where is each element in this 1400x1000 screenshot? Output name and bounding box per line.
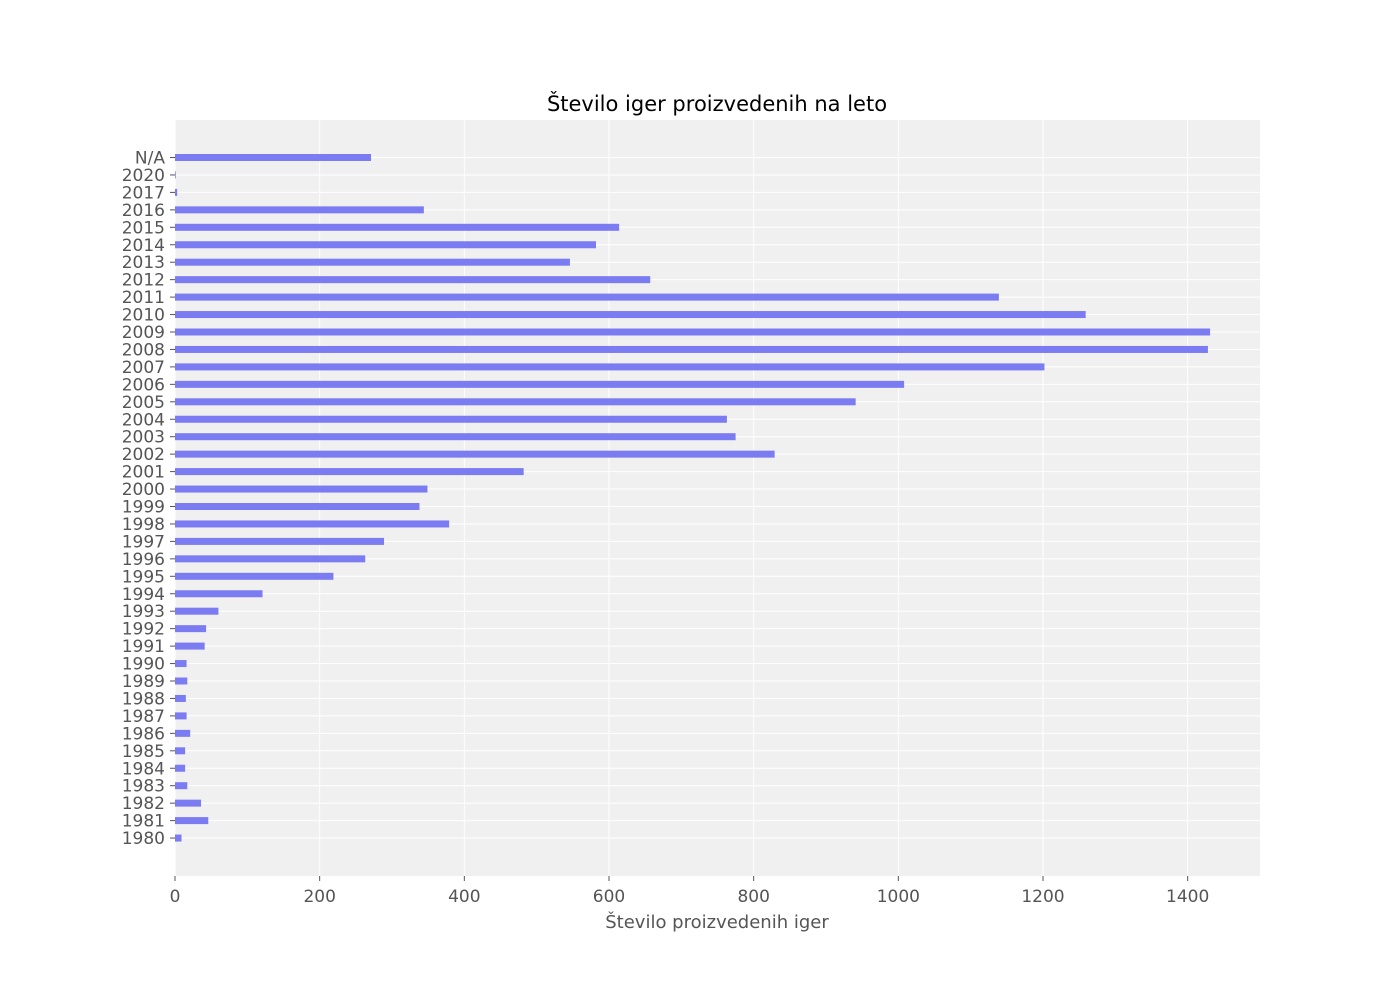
bar-1983 (175, 782, 188, 790)
bar-2015 (175, 223, 620, 231)
y-tick-label: 2004 (122, 410, 165, 430)
bar-1984 (175, 764, 186, 772)
bar-1981 (175, 817, 209, 825)
y-tick-label: 1996 (122, 550, 165, 570)
y-tick-label: 2020 (122, 166, 165, 186)
y-tick-label: 1991 (122, 637, 165, 657)
bar-2008 (175, 345, 1208, 353)
bar-2014 (175, 241, 596, 249)
bar-1998 (175, 520, 450, 528)
y-tick-label: N/A (135, 149, 165, 169)
y-tick-label: 2015 (122, 218, 165, 238)
bar-2013 (175, 258, 570, 266)
x-tick-label: 0 (170, 887, 181, 907)
y-tick-label: 1988 (122, 689, 165, 709)
bar-1999 (175, 503, 420, 510)
bar-2011 (175, 293, 999, 301)
bar-1990 (175, 660, 187, 668)
bar-1993 (175, 607, 219, 615)
bar-2001 (175, 468, 524, 476)
y-tick-label: 1999 (122, 498, 165, 518)
bar-1987 (175, 712, 187, 720)
bar-1989 (175, 677, 188, 685)
bar-1986 (175, 729, 191, 737)
y-tick-label: 1998 (122, 515, 165, 535)
bar-2009 (175, 328, 1211, 336)
bar-1982 (175, 799, 202, 807)
x-tick-label: 1400 (1166, 887, 1209, 907)
y-tick-label: 2009 (122, 323, 165, 343)
x-axis-label: Število proizvedenih iger (605, 911, 829, 933)
bar-1985 (175, 747, 186, 755)
bar-2020 (175, 171, 176, 179)
y-tick-label: 2012 (122, 271, 165, 291)
x-tick-label: 200 (303, 887, 335, 907)
y-tick-label: 1993 (122, 602, 165, 622)
y-tick-label: 2007 (122, 358, 165, 378)
bar-1988 (175, 694, 186, 702)
y-tick-label: 2000 (122, 480, 165, 500)
bar-2006 (175, 380, 905, 388)
y-tick-label: 1990 (122, 655, 165, 675)
bar-1996 (175, 555, 366, 563)
y-tick-label: 1997 (122, 532, 165, 552)
chart-title: Število iger proizvedenih na leto (547, 91, 887, 116)
y-tick-label: 1995 (122, 567, 165, 587)
y-tick-label: 2010 (122, 306, 165, 326)
bar-2000 (175, 485, 428, 493)
y-axis-ticks: 1980198119821983198419851986198719881989… (122, 149, 175, 849)
bar-1992 (175, 625, 207, 633)
y-tick-label: 2013 (122, 253, 165, 273)
bar-2007 (175, 363, 1045, 371)
x-tick-label: 1000 (877, 887, 920, 907)
x-tick-label: 1200 (1021, 887, 1064, 907)
y-tick-label: 1994 (122, 585, 165, 605)
y-tick-label: 2005 (122, 393, 165, 413)
x-tick-label: 600 (593, 887, 625, 907)
y-tick-label: 1985 (122, 742, 165, 762)
bar-1995 (175, 572, 334, 580)
y-tick-label: 2001 (122, 463, 165, 483)
bar-2010 (175, 311, 1086, 319)
y-tick-label: 2008 (122, 340, 165, 360)
y-tick-label: 1984 (122, 759, 165, 779)
y-tick-label: 1992 (122, 620, 165, 640)
y-tick-label: 1983 (122, 777, 165, 797)
y-tick-label: 1980 (122, 829, 165, 849)
y-tick-label: 2014 (122, 236, 165, 256)
bar-2004 (175, 415, 727, 423)
y-tick-label: 1981 (122, 812, 165, 832)
bar-1994 (175, 590, 263, 598)
plot-area (175, 120, 1260, 876)
bar-na (175, 154, 372, 161)
y-tick-label: 2006 (122, 375, 165, 395)
bar-2017 (175, 188, 178, 196)
x-tick-label: 400 (448, 887, 480, 907)
bar-1980 (175, 834, 182, 842)
x-axis-ticks: 0 200 400 600 800 1000 1200 1400 (170, 876, 1209, 907)
y-tick-label: 2016 (122, 201, 165, 221)
bar-2005 (175, 398, 856, 406)
bar-2012 (175, 276, 651, 284)
y-tick-label: 1987 (122, 707, 165, 727)
bar-1997 (175, 537, 385, 545)
bar-2003 (175, 433, 736, 441)
y-tick-label: 2017 (122, 183, 165, 203)
y-tick-label: 2002 (122, 445, 165, 465)
bar-1991 (175, 642, 205, 650)
y-tick-label: 1989 (122, 672, 165, 692)
bar-2016 (175, 206, 424, 214)
y-tick-label: 2003 (122, 428, 165, 448)
y-tick-label: 1982 (122, 794, 165, 814)
y-tick-label: 2011 (122, 288, 165, 308)
bar-2002 (175, 450, 775, 458)
x-tick-label: 800 (737, 887, 769, 907)
y-tick-label: 1986 (122, 724, 165, 744)
bars (175, 154, 1211, 842)
